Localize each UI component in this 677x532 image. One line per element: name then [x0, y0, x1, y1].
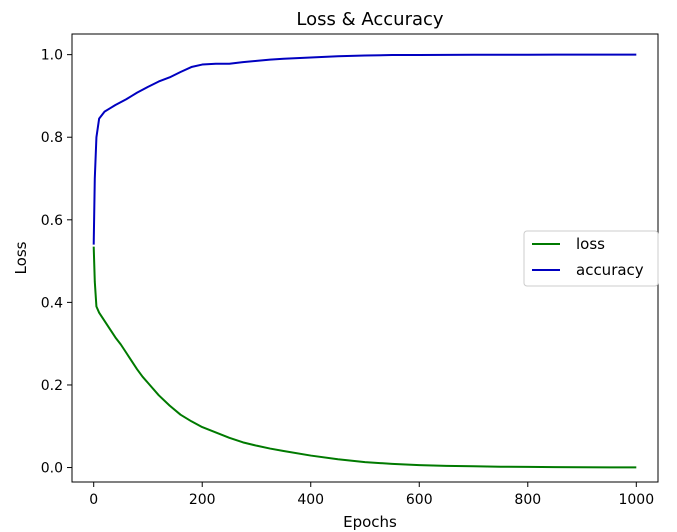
- y-tick-label: 0.4: [41, 295, 63, 311]
- legend-label-loss: loss: [576, 235, 605, 253]
- series-line-loss: [92, 246, 637, 469]
- x-axis-title: Epochs: [343, 513, 397, 531]
- y-tick-label: 0.2: [41, 378, 63, 394]
- series-group: [92, 53, 637, 469]
- y-tick-label: 1.0: [41, 48, 63, 64]
- y-tick-label: 0.6: [41, 213, 63, 229]
- x-axis: 0 200 400 600 800 1000: [89, 482, 654, 508]
- x-tick-label: 400: [297, 492, 324, 508]
- y-tick-label: 0.0: [41, 461, 63, 477]
- x-tick-label: 800: [514, 492, 541, 508]
- series-line-accuracy: [92, 53, 637, 245]
- y-axis-title: Loss: [12, 241, 30, 274]
- legend-label-accuracy: accuracy: [576, 261, 644, 279]
- x-tick-label: 0: [89, 492, 98, 508]
- x-tick-label: 600: [406, 492, 433, 508]
- x-tick-label: 1000: [618, 492, 654, 508]
- y-tick-label: 0.8: [41, 130, 63, 146]
- legend: loss accuracy: [523, 230, 659, 287]
- x-tick-label: 200: [189, 492, 216, 508]
- chart-title: Loss & Accuracy: [296, 9, 443, 30]
- y-axis: 0.0 0.2 0.4 0.6 0.8 1.0: [41, 48, 72, 477]
